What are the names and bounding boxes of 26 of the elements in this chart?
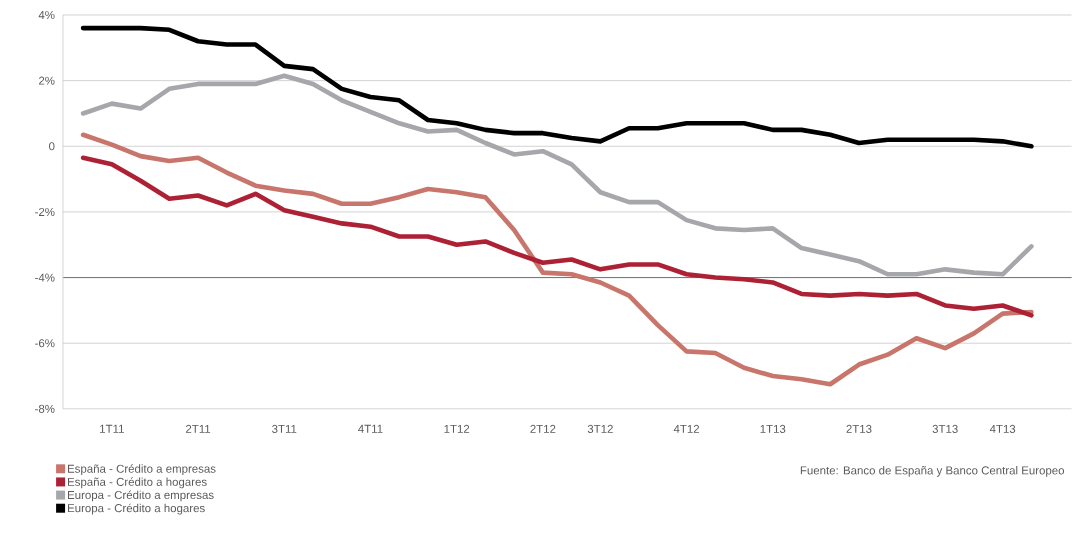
y-tick-label: -4% bbox=[35, 273, 55, 282]
x-tick-label: 1T11 bbox=[100, 424, 124, 433]
x-tick-label: 3T11 bbox=[272, 424, 297, 434]
x-tick-label: 3T12 bbox=[587, 424, 613, 434]
x-tick-label: 4T13 bbox=[989, 424, 1016, 434]
legend-label: España - Crédito a hogares bbox=[68, 477, 207, 489]
x-tick-label: 1T13 bbox=[760, 424, 786, 434]
x-tick-label: 2T11 bbox=[185, 424, 211, 433]
x-tick-label: 4T11 bbox=[358, 424, 383, 433]
legend-label: Europa - Crédito a empresas bbox=[68, 490, 214, 502]
y-tick-label: 4% bbox=[38, 11, 55, 20]
x-tick-label: 4T12 bbox=[673, 424, 700, 433]
line-series bbox=[80, 155, 1034, 318]
legend-label: España - Crédito a empresas bbox=[68, 464, 216, 476]
x-tick-label: 3T13 bbox=[932, 424, 958, 434]
source-note: Fuente: Banco de España y Banco Central Europeo bbox=[800, 466, 1065, 477]
y-tick-label: -8% bbox=[35, 404, 55, 413]
line-series bbox=[80, 132, 1034, 387]
y-tick-label: 0 bbox=[49, 142, 55, 151]
x-tick-label: 2T12 bbox=[530, 424, 556, 433]
y-tick-label: -6% bbox=[35, 339, 55, 348]
y-tick-label: -2% bbox=[35, 207, 55, 217]
legend-label: Europa - Crédito a hogares bbox=[68, 503, 205, 515]
x-tick-label: 2T13 bbox=[846, 424, 872, 434]
x-tick-label: 1T12 bbox=[444, 424, 470, 433]
y-tick-label: 2% bbox=[38, 76, 55, 85]
